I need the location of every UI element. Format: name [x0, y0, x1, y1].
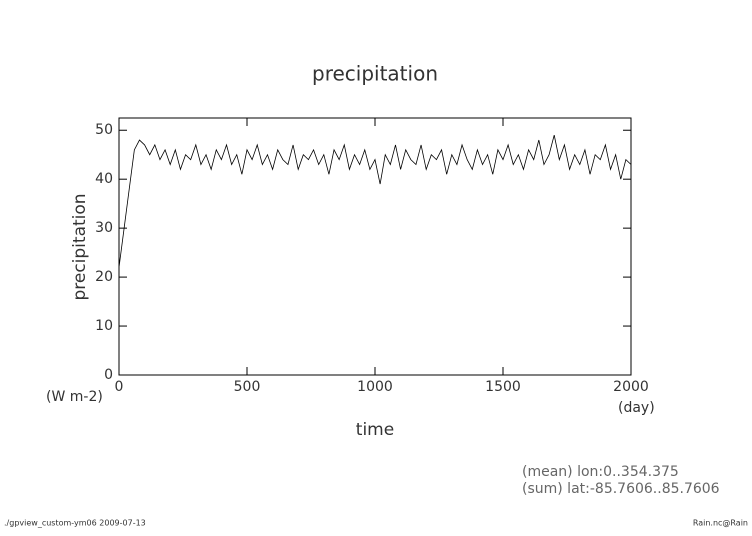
annotation: (mean) lon:0..354.375: [522, 464, 679, 480]
y-unit: (W m-2): [46, 389, 103, 405]
x-tick-label: 500: [234, 379, 261, 395]
data-line: [118, 135, 632, 268]
x-unit: (day): [618, 400, 655, 416]
x-tick-label: 1500: [485, 379, 521, 395]
footer: Rain.nc@Rain: [693, 519, 748, 528]
y-tick-label: 10: [95, 318, 113, 334]
x-axis-label: time: [356, 420, 394, 440]
footer: ./gpview_custom-ym06 2009-07-13: [4, 519, 146, 528]
plot-frame: [118, 117, 632, 376]
annotation: (sum) lat:-85.7606..85.7606: [522, 481, 720, 497]
chart-title: precipitation: [312, 62, 438, 86]
y-tick-label: 0: [104, 367, 113, 383]
x-tick-label: 1000: [357, 379, 393, 395]
x-tick-label: 0: [115, 379, 124, 395]
y-tick-label: 20: [95, 269, 113, 285]
x-tick-label: 2000: [613, 379, 649, 395]
y-axis-label: precipitation: [70, 193, 90, 300]
y-tick-label: 40: [95, 171, 113, 187]
y-tick-label: 30: [95, 220, 113, 236]
y-tick-label: 50: [95, 122, 113, 138]
